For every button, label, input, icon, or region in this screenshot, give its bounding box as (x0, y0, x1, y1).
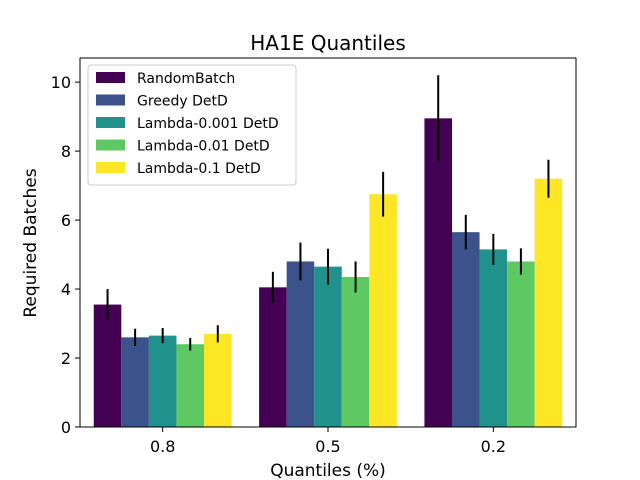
bar-0.8-lambda-0.1-detd (204, 333, 232, 427)
legend-label: RandomBatch (137, 71, 235, 87)
bar-0.8-lambda-0.01-detd (176, 344, 205, 427)
bar-0.2-lambda-0.01-detd (507, 261, 535, 427)
y-tick-label: 2 (61, 349, 71, 368)
legend-swatch (96, 117, 125, 128)
legend-label: Greedy DetD (137, 94, 228, 110)
bar-0.5-lambda-0.01-detd (341, 276, 370, 427)
x-tick-label: 0.8 (150, 437, 175, 456)
bar-0.8-greedy-detd (121, 337, 149, 427)
bar-0.5-lambda-0.001-detd (314, 266, 342, 427)
y-axis-label: Required Batches (21, 168, 41, 317)
bar-0.5-lambda-0.1-detd (369, 194, 397, 427)
bar-0.2-lambda-0.001-detd (479, 249, 508, 427)
legend-box (87, 64, 297, 186)
bar-0.2-lambda-0.1-detd (534, 178, 563, 427)
y-tick-label: 6 (61, 211, 71, 230)
legend-swatch (96, 139, 125, 151)
bar-0.2-greedy-detd (451, 232, 480, 427)
legend-swatch (96, 72, 125, 83)
bar-0.5-greedy-detd (286, 261, 315, 427)
bar-0.8-lambda-0.001-detd (148, 335, 177, 427)
plot-frame (79, 57, 577, 428)
bars-layer (93, 118, 563, 427)
legend-label: Lambda-0.01 DetD (137, 139, 270, 155)
bar-0.2-randombatch (424, 118, 452, 427)
legend-label: Lambda-0.1 DetD (137, 161, 261, 177)
legend-swatch (96, 162, 125, 173)
legend-swatch (96, 94, 125, 106)
bar-0.5-randombatch (259, 287, 287, 427)
x-tick-label: 0.5 (315, 437, 340, 456)
legend: RandomBatch Greedy DetD Lambda-0.001 DetD L… (87, 64, 297, 186)
chart-title: HA1E Quantiles (250, 31, 405, 55)
x-axis-label: Quantiles (%) (270, 461, 386, 480)
y-tick-label: 4 (61, 280, 71, 299)
y-tick-label: 10 (51, 73, 71, 92)
axes-layer: 0 2 4 6 8 10 0.8 0.5 0.2 (51, 57, 577, 456)
legend-label: Lambda-0.001 DetD (137, 116, 279, 132)
error-bars-layer (106, 75, 550, 351)
bar-0.8-randombatch (93, 304, 122, 427)
x-tick-label: 0.2 (481, 437, 506, 456)
y-tick-label: 8 (61, 142, 71, 161)
y-tick-label: 0 (61, 418, 71, 437)
